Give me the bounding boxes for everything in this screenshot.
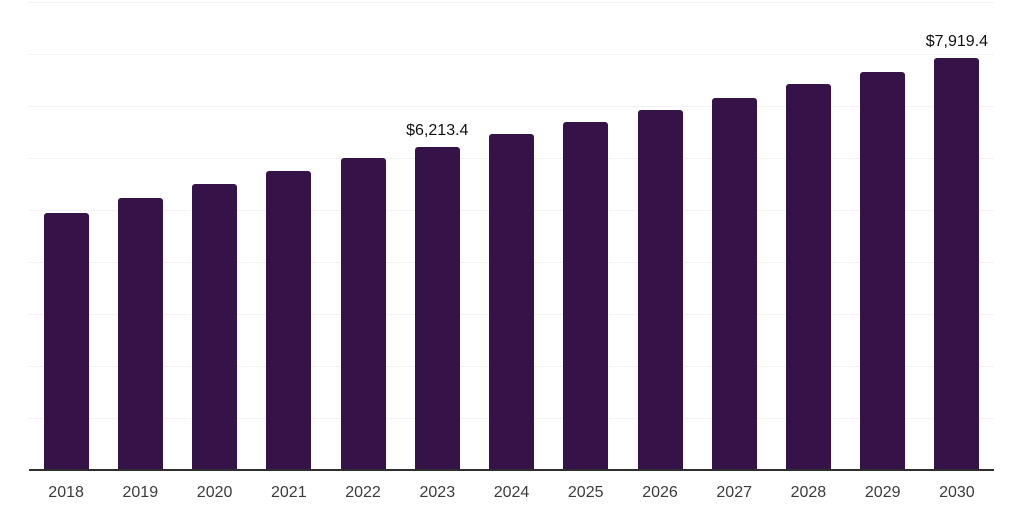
x-tick-2030: 2030 [939, 484, 975, 501]
bar-2021 [266, 170, 312, 470]
gridline-9000 [29, 2, 994, 3]
x-tick-2023: 2023 [419, 484, 456, 501]
bar-2020 [192, 183, 238, 470]
bar-2029 [860, 71, 906, 470]
bar-2030 [934, 58, 980, 470]
bar-2022 [340, 158, 386, 470]
bar-2019 [117, 198, 163, 470]
x-tick-2026: 2026 [642, 484, 678, 501]
x-tick-2019: 2019 [122, 484, 159, 501]
value-label-2030: $7,919.4 [925, 33, 989, 51]
bar-2027 [711, 98, 757, 470]
x-tick-2024: 2024 [493, 484, 530, 501]
x-tick-2020: 2020 [196, 484, 233, 501]
value-label-2023: $6,213.4 [406, 121, 469, 139]
x-tick-2029: 2029 [864, 484, 901, 501]
x-tick-2027: 2027 [716, 484, 752, 501]
bar-2024 [489, 134, 534, 470]
x-tick-2021: 2021 [271, 484, 307, 501]
x-axis-line [29, 469, 994, 471]
bar-2026 [637, 110, 683, 470]
gridline-7000 [29, 106, 994, 107]
x-tick-2022: 2022 [345, 484, 381, 501]
bar-2023 [414, 146, 460, 470]
x-tick-2025: 2025 [567, 484, 604, 501]
bar-2028 [785, 84, 831, 470]
x-tick-2028: 2028 [790, 484, 827, 501]
gridline-8000 [29, 54, 994, 55]
bar-2018 [43, 213, 89, 470]
x-tick-2018: 2018 [48, 484, 84, 501]
bar-2025 [563, 121, 609, 470]
